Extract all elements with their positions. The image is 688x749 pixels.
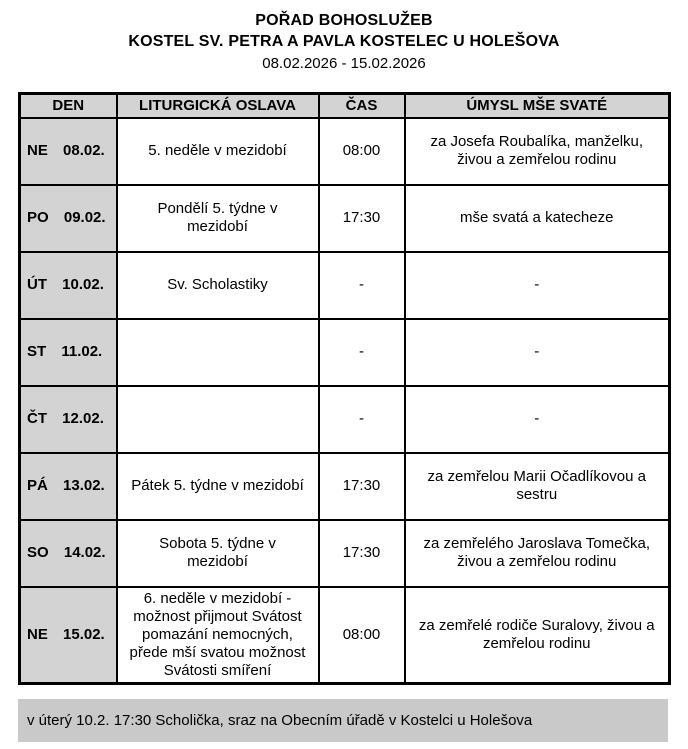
intention-cell: -	[403, 384, 671, 454]
table-row: PÁ 13.02. Pátek 5. týdne v mezidobí 17:3…	[18, 451, 671, 521]
week-date-range: 08.02.2026 - 15.02.2026	[262, 55, 426, 72]
footer-note-text: v úterý 10.2. 17:30 Scholička, sraz na O…	[27, 711, 533, 729]
page-title: POŘAD BOHOSLUŽEB	[255, 12, 433, 29]
day-date: 08.02.	[63, 142, 105, 159]
celebration-cell	[115, 384, 320, 454]
time-cell: -	[317, 250, 406, 320]
celebration-cell: Sv. Scholastiky	[115, 250, 320, 320]
day-cell: PO 09.02.	[18, 183, 118, 253]
day-cell: ČT 12.02.	[18, 384, 118, 454]
title-block: POŘAD BOHOSLUŽEB KOSTEL SV. PETRA A PAVL…	[0, 10, 688, 75]
day-date: 14.02.	[63, 544, 106, 561]
day-abbr: ČT	[27, 410, 47, 427]
day-abbr: PO	[27, 209, 49, 226]
time-cell: 17:30	[317, 518, 406, 588]
table-row: NE 15.02. 6. neděle v mezidobí - možnost…	[18, 585, 671, 684]
intention-cell: za Josefa Roubalíka, manželku, živou a z…	[403, 116, 671, 186]
schedule-table: DEN LITURGICKÁ OSLAVA ČAS ÚMYSL MŠE SVAT…	[18, 92, 671, 685]
celebration-cell: Sobota 5. týdne v mezidobí	[115, 518, 320, 588]
day-abbr: ST	[27, 343, 47, 360]
intention-cell: za zemřelé rodiče Suralovy, živou a zemř…	[403, 585, 671, 684]
intention-cell: -	[403, 250, 671, 320]
day-abbr: NE	[27, 142, 48, 159]
day-cell: PÁ 13.02.	[18, 451, 118, 521]
intention-cell: za zemřelého Jaroslava Tomečka, živou a …	[403, 518, 671, 588]
column-header-umysl-mse-svate: ÚMYSL MŠE SVATÉ	[403, 92, 671, 119]
day-cell: NE 08.02.	[18, 116, 118, 186]
column-header-den: DEN	[18, 92, 118, 119]
day-date: 10.02.	[62, 276, 104, 293]
day-abbr: ÚT	[27, 276, 47, 293]
table-row: SO 14.02. Sobota 5. týdne v mezidobí 17:…	[18, 518, 671, 588]
celebration-cell: 6. neděle v mezidobí - možnost přijmout …	[115, 585, 320, 684]
time-cell: 17:30	[317, 451, 406, 521]
table-row: ÚT 10.02. Sv. Scholastiky - -	[18, 250, 671, 320]
day-date: 15.02.	[63, 625, 105, 643]
celebration-cell: Pátek 5. týdne v mezidobí	[115, 451, 320, 521]
day-cell: SO 14.02.	[18, 518, 118, 588]
table-row: ČT 12.02. - -	[18, 384, 671, 454]
day-date: 09.02.	[63, 209, 106, 226]
column-header-liturgicka-oslava: LITURGICKÁ OSLAVA	[115, 92, 320, 119]
intention-cell: mše svatá a katecheze	[403, 183, 671, 253]
celebration-cell	[115, 317, 320, 387]
schedule-body: NE 08.02. 5. neděle v mezidobí 08:00 za …	[18, 116, 671, 684]
intention-cell: za zemřelou Marii Očadlíkovou a sestru	[403, 451, 671, 521]
celebration-cell: Pondělí 5. týdne v mezidobí	[115, 183, 320, 253]
day-cell: NE 15.02.	[18, 585, 118, 684]
celebration-cell: 5. neděle v mezidobí	[115, 116, 320, 186]
day-abbr: SO	[27, 544, 49, 561]
footer-note-bar: v úterý 10.2. 17:30 Scholička, sraz na O…	[18, 698, 668, 742]
schedule-header: DEN LITURGICKÁ OSLAVA ČAS ÚMYSL MŠE SVAT…	[18, 92, 671, 119]
table-row: PO 09.02. Pondělí 5. týdne v mezidobí 17…	[18, 183, 671, 253]
time-cell: 08:00	[317, 116, 406, 186]
church-subtitle: KOSTEL SV. PETRA A PAVLA KOSTELEC U HOLE…	[128, 33, 560, 50]
time-cell: -	[317, 317, 406, 387]
time-cell: -	[317, 384, 406, 454]
header-row: DEN LITURGICKÁ OSLAVA ČAS ÚMYSL MŠE SVAT…	[18, 92, 671, 119]
day-date: 12.02.	[62, 410, 104, 427]
column-header-cas: ČAS	[317, 92, 406, 119]
day-cell: ÚT 10.02.	[18, 250, 118, 320]
day-date: 11.02.	[61, 343, 103, 360]
day-abbr: NE	[27, 625, 48, 643]
table-row: ST 11.02. - -	[18, 317, 671, 387]
day-cell: ST 11.02.	[18, 317, 118, 387]
time-cell: 17:30	[317, 183, 406, 253]
day-abbr: PÁ	[27, 477, 48, 494]
table-row: NE 08.02. 5. neděle v mezidobí 08:00 za …	[18, 116, 671, 186]
intention-cell: -	[403, 317, 671, 387]
day-date: 13.02.	[63, 477, 105, 494]
time-cell: 08:00	[317, 585, 406, 684]
